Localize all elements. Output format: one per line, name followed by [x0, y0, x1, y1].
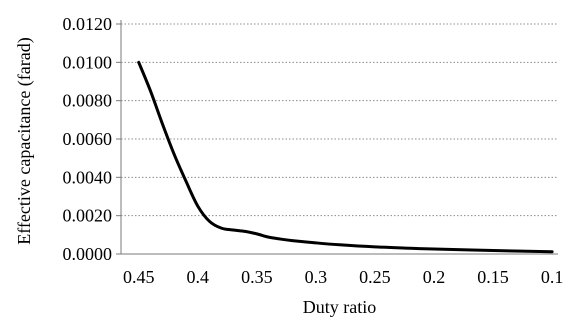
x-tick-label: 0.4	[187, 267, 210, 287]
data-series	[137, 60, 554, 254]
x-axis-title: Duty ratio	[303, 297, 377, 317]
y-tick-label: 0.0080	[63, 91, 113, 111]
y-tick-label: 0.0020	[63, 206, 113, 226]
y-tick-label: 0.0120	[63, 14, 113, 34]
x-tick-label: 0.35	[241, 267, 273, 287]
tick-labels: 0.0000 0.0020 0.0040 0.0060 0.0080 0.0100 0.01…	[63, 14, 564, 287]
y-tick-label: 0.0100	[63, 52, 113, 72]
y-tick-label: 0.0000	[63, 244, 113, 264]
x-tick-label: 0.45	[123, 267, 155, 287]
axes	[116, 20, 558, 255]
x-tick-label: 0.25	[359, 267, 391, 287]
y-tick-label: 0.0060	[63, 129, 113, 149]
x-tick-label: 0.15	[477, 267, 509, 287]
x-tick-label: 0.3	[305, 267, 328, 287]
grid-lines	[121, 23, 558, 217]
y-tick-label: 0.0040	[63, 167, 113, 187]
y-axis-title: Effective capacitance (farad)	[14, 37, 35, 245]
series-line-0	[137, 60, 554, 254]
x-tick-label: 0.1	[541, 267, 564, 287]
x-tick-label: 0.2	[423, 267, 446, 287]
